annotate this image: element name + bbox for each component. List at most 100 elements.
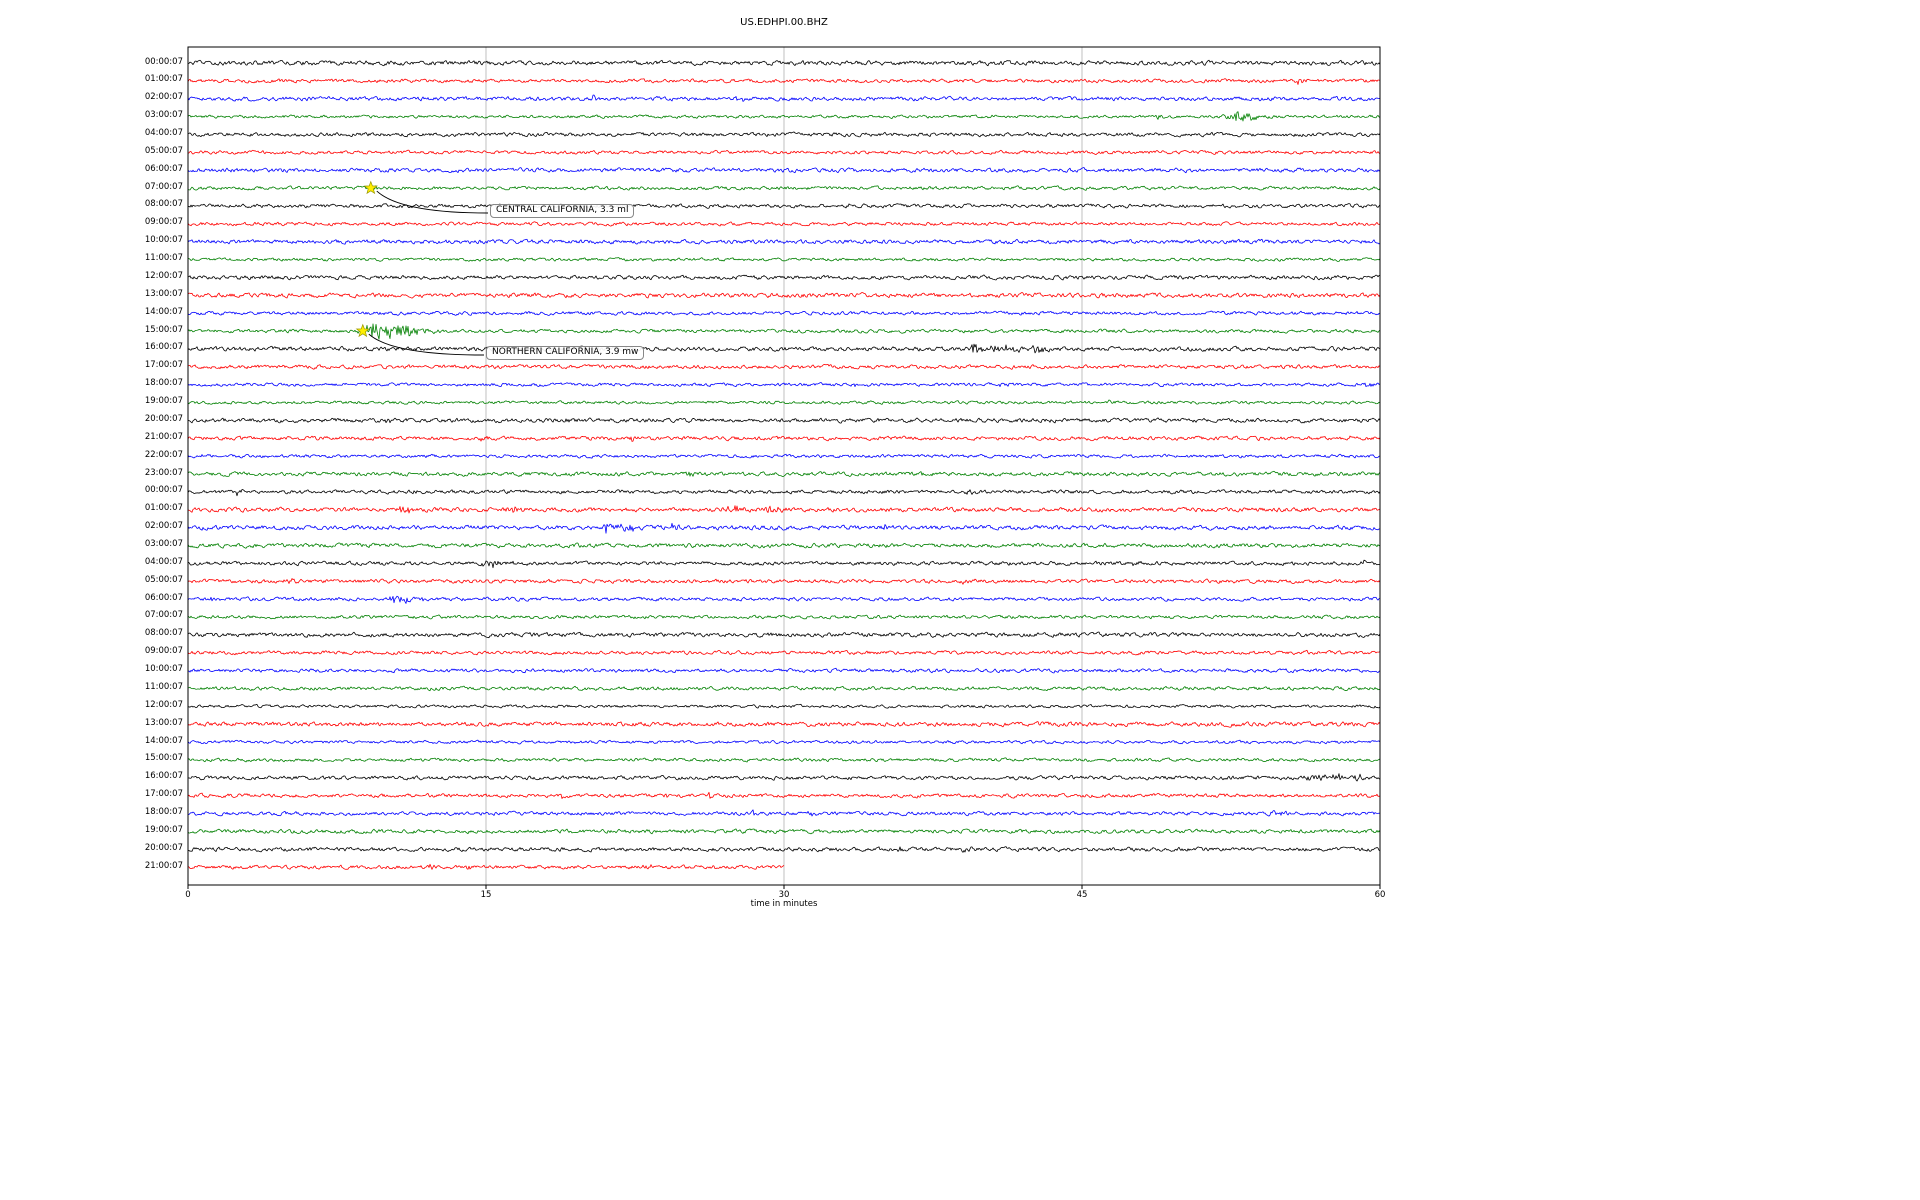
trace-row — [187, 791, 1381, 799]
trace-row — [187, 773, 1381, 782]
row-time-label: 09:00:07 — [144, 217, 183, 228]
trace-row — [187, 185, 1381, 191]
row-time-label: 10:00:07 — [144, 235, 183, 246]
row-time-label: 03:00:07 — [144, 538, 183, 549]
trace-row — [187, 343, 1381, 354]
row-time-label: 02:00:07 — [144, 92, 183, 103]
row-time-label: 06:00:07 — [144, 163, 183, 174]
trace-row — [187, 257, 1381, 262]
row-time-label: 06:00:07 — [144, 592, 183, 603]
trace-row — [187, 417, 1381, 424]
trace-row — [187, 274, 1381, 281]
annotation-connector — [376, 190, 489, 214]
row-time-label: 04:00:07 — [144, 127, 183, 138]
row-time-label: 13:00:07 — [144, 717, 183, 728]
trace-row — [187, 505, 1381, 514]
row-time-label: 04:00:07 — [144, 556, 183, 567]
trace-row — [187, 203, 1381, 209]
trace-row — [187, 399, 1381, 405]
row-time-label: 02:00:07 — [144, 521, 183, 532]
row-time-label: 07:00:07 — [144, 181, 183, 192]
row-time-label: 20:00:07 — [144, 413, 183, 424]
x-tick-label: 15 — [480, 890, 492, 900]
row-time-label: 00:00:07 — [144, 56, 183, 67]
trace-row — [187, 111, 1381, 122]
trace-row — [187, 559, 1381, 569]
row-time-label: 01:00:07 — [144, 74, 183, 85]
x-tick-label: 30 — [778, 890, 790, 900]
row-time-label: 09:00:07 — [144, 646, 183, 657]
row-time-label: 18:00:07 — [144, 378, 183, 389]
row-time-label: 11:00:07 — [144, 681, 183, 692]
trace-row — [187, 739, 1381, 745]
row-time-label: 21:00:07 — [144, 431, 183, 442]
trace-row — [187, 522, 1381, 534]
row-time-label: 22:00:07 — [144, 449, 183, 460]
trace-row — [187, 631, 1381, 639]
trace-row — [187, 78, 1381, 85]
trace-row — [187, 828, 1381, 835]
trace-row — [187, 542, 1381, 549]
trace-row — [187, 578, 1381, 585]
row-time-label: 18:00:07 — [144, 807, 183, 818]
trace-row — [187, 221, 1381, 227]
row-time-label: 17:00:07 — [144, 789, 183, 800]
trace-row — [187, 167, 1381, 174]
trace-row — [187, 595, 1381, 604]
row-time-label: 15:00:07 — [144, 324, 183, 335]
row-time-label: 16:00:07 — [144, 342, 183, 353]
trace-row — [187, 94, 1381, 102]
trace-row — [187, 809, 1381, 817]
row-time-label: 12:00:07 — [144, 270, 183, 281]
trace-row — [187, 382, 1381, 388]
trace-row — [187, 846, 1381, 853]
row-time-label: 15:00:07 — [144, 753, 183, 764]
trace-row — [187, 863, 785, 870]
row-time-label: 14:00:07 — [144, 735, 183, 746]
trace-row — [187, 453, 1381, 459]
trace-row — [187, 59, 1381, 67]
trace-row — [187, 721, 1381, 728]
row-time-label: 23:00:07 — [144, 467, 183, 478]
event-star-icon — [355, 323, 370, 338]
x-axis-label: time in minutes — [750, 899, 818, 909]
trace-row — [187, 435, 1381, 442]
row-time-label: 03:00:07 — [144, 110, 183, 121]
row-time-label: 19:00:07 — [144, 824, 183, 835]
trace-row — [187, 292, 1381, 299]
trace-row — [187, 131, 1381, 138]
trace-row — [187, 323, 1381, 340]
trace-row — [187, 470, 1381, 477]
annotation-connector — [368, 333, 485, 356]
trace-row — [187, 489, 1381, 497]
trace-row — [187, 757, 1381, 763]
trace-row — [187, 667, 1381, 674]
x-tick-label: 60 — [1374, 890, 1386, 900]
row-time-label: 08:00:07 — [144, 199, 183, 210]
trace-row — [187, 649, 1381, 656]
row-time-label: 08:00:07 — [144, 628, 183, 639]
trace-row — [187, 310, 1381, 316]
trace-row — [187, 363, 1381, 370]
row-time-label: 10:00:07 — [144, 664, 183, 675]
trace-row — [187, 149, 1381, 156]
trace-row — [187, 614, 1381, 620]
row-time-label: 00:00:07 — [144, 485, 183, 496]
row-time-label: 05:00:07 — [144, 145, 183, 156]
row-time-label: 13:00:07 — [144, 288, 183, 299]
trace-row — [187, 238, 1381, 245]
event-star-icon — [363, 180, 378, 195]
row-time-label: 16:00:07 — [144, 771, 183, 782]
x-tick-label: 45 — [1076, 890, 1088, 900]
row-time-label: 11:00:07 — [144, 253, 183, 264]
row-time-label: 12:00:07 — [144, 699, 183, 710]
row-time-label: 07:00:07 — [144, 610, 183, 621]
event-annotation: NORTHERN CALIFORNIA, 3.9 mw — [486, 346, 645, 360]
x-tick-label: 0 — [185, 890, 191, 900]
row-time-label: 14:00:07 — [144, 306, 183, 317]
chart-title: US.EDHPI.00.BHZ — [740, 17, 828, 28]
row-time-label: 01:00:07 — [144, 503, 183, 514]
